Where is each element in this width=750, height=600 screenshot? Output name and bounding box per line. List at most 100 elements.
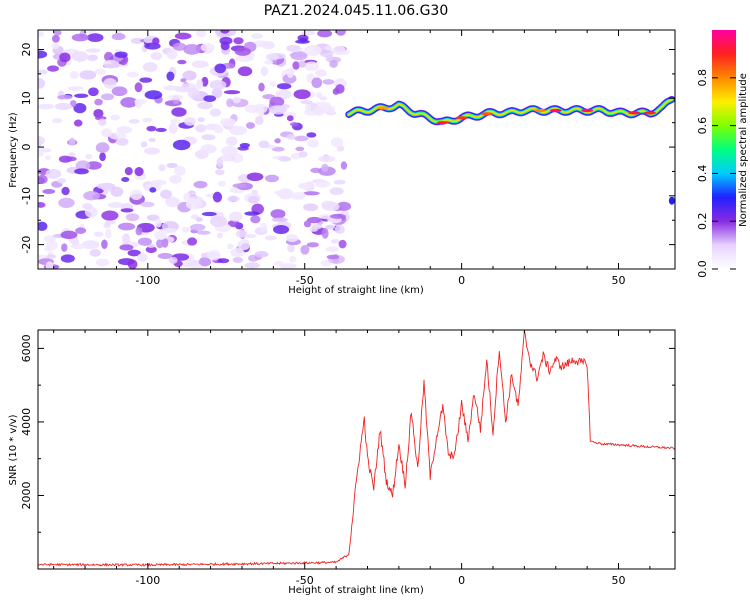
noise-blob: [71, 51, 89, 62]
noise-blob: [330, 239, 340, 244]
y-tick-label: 20: [20, 43, 33, 57]
x-tick-label: -50: [296, 274, 314, 287]
noise-blob: [318, 155, 336, 163]
noise-blob: [229, 211, 243, 222]
noise-blob: [251, 189, 258, 195]
signal-ridge: [345, 95, 675, 205]
noise-blob: [60, 254, 75, 263]
noise-blob: [182, 261, 201, 268]
colorbar-tick-label: 0.8: [696, 69, 709, 87]
noise-blob: [292, 61, 300, 70]
noise-blob: [304, 61, 319, 72]
colorbar-tick-label: 0.4: [696, 165, 709, 183]
x-tick-label: 0: [458, 274, 465, 287]
noise-blob: [197, 101, 213, 110]
noise-blob: [182, 70, 197, 81]
noise-blob: [134, 166, 144, 177]
noise-blob: [174, 32, 192, 40]
top-y-axis-label: Frequency (Hz): [8, 112, 19, 188]
ridge-hotspot: [455, 116, 468, 120]
noise-blob: [198, 256, 212, 267]
noise-blob: [74, 168, 89, 175]
noise-blob: [278, 156, 292, 162]
noise-blob: [326, 254, 340, 260]
y-tick-label: -10: [20, 187, 33, 205]
noise-blob: [155, 127, 167, 133]
colorbar-label: Normalized spectral amplitude: [738, 73, 749, 227]
noise-blob: [148, 137, 156, 143]
noise-blob: [197, 117, 205, 123]
top-x-axis-label: Height of straight line (km): [288, 285, 424, 296]
noise-blob: [151, 179, 167, 186]
x-tick-label: 50: [612, 274, 626, 287]
noise-blob: [111, 32, 126, 41]
noise-blob: [212, 191, 223, 203]
noise-blob: [196, 230, 211, 235]
noise-blob: [57, 178, 67, 184]
noise-blob: [213, 126, 224, 134]
noise-blob: [74, 93, 89, 98]
figure-title: PAZ1.2024.045.11.06.G30: [264, 3, 449, 19]
noise-blob: [338, 239, 347, 249]
noise-blob: [219, 36, 233, 45]
noise-blob: [99, 152, 106, 162]
noise-blob: [234, 47, 251, 56]
noise-blob: [239, 142, 250, 148]
noise-blob: [271, 146, 285, 152]
noise-blob: [269, 96, 285, 107]
colorbar-tick-label: 0.2: [696, 212, 709, 230]
noise-blob: [130, 189, 143, 201]
noise-blob: [85, 161, 102, 170]
noise-blob: [303, 220, 312, 228]
noise-blob: [325, 246, 340, 253]
noise-blob: [172, 139, 191, 151]
noise-blob: [98, 118, 107, 126]
noise-blob: [85, 48, 101, 53]
noise-blob: [321, 227, 329, 239]
noise-blob: [244, 234, 257, 239]
noise-blob: [89, 249, 101, 257]
noise-blob: [272, 225, 290, 235]
noise-blob: [156, 238, 164, 249]
noise-blob: [174, 165, 186, 176]
noise-blob: [145, 246, 157, 254]
noise-blob: [183, 116, 197, 126]
noise-blob: [121, 176, 130, 183]
noise-blob: [44, 155, 52, 161]
noise-blob: [195, 217, 203, 222]
noise-blob: [119, 244, 134, 251]
noise-blob: [209, 215, 228, 227]
noise-blob: [95, 258, 110, 267]
noise-blob: [322, 79, 335, 85]
noise-blob: [274, 190, 287, 196]
noise-blob: [70, 243, 88, 250]
ridge-hotspot: [534, 108, 547, 113]
noise-blob: [137, 237, 152, 246]
noise-blob: [315, 69, 328, 77]
noise-blob: [38, 50, 48, 59]
noise-blob: [324, 45, 333, 51]
noise-blob: [287, 244, 295, 253]
noise-blob: [269, 81, 277, 87]
x-tick-label: -100: [135, 574, 160, 587]
noise-blob: [275, 89, 292, 100]
noise-blob: [79, 70, 97, 80]
noise-blob: [191, 60, 209, 68]
noise-blob: [334, 224, 345, 235]
noise-blob: [301, 30, 316, 36]
noise-blob: [45, 261, 54, 269]
noise-blob: [161, 237, 169, 248]
noise-blob: [325, 54, 334, 63]
noise-blob: [325, 224, 336, 230]
noise-blob: [109, 132, 127, 140]
noise-blob: [152, 37, 160, 45]
colorbar-tick-label: 0.6: [696, 117, 709, 135]
noise-blob: [183, 43, 201, 55]
noise-blob: [38, 152, 45, 157]
noise-blob: [58, 197, 75, 209]
noise-blob: [126, 71, 140, 78]
noise-blob: [75, 227, 87, 234]
noise-blob: [38, 147, 52, 153]
noise-blob: [85, 153, 93, 160]
noise-blob: [217, 180, 227, 187]
